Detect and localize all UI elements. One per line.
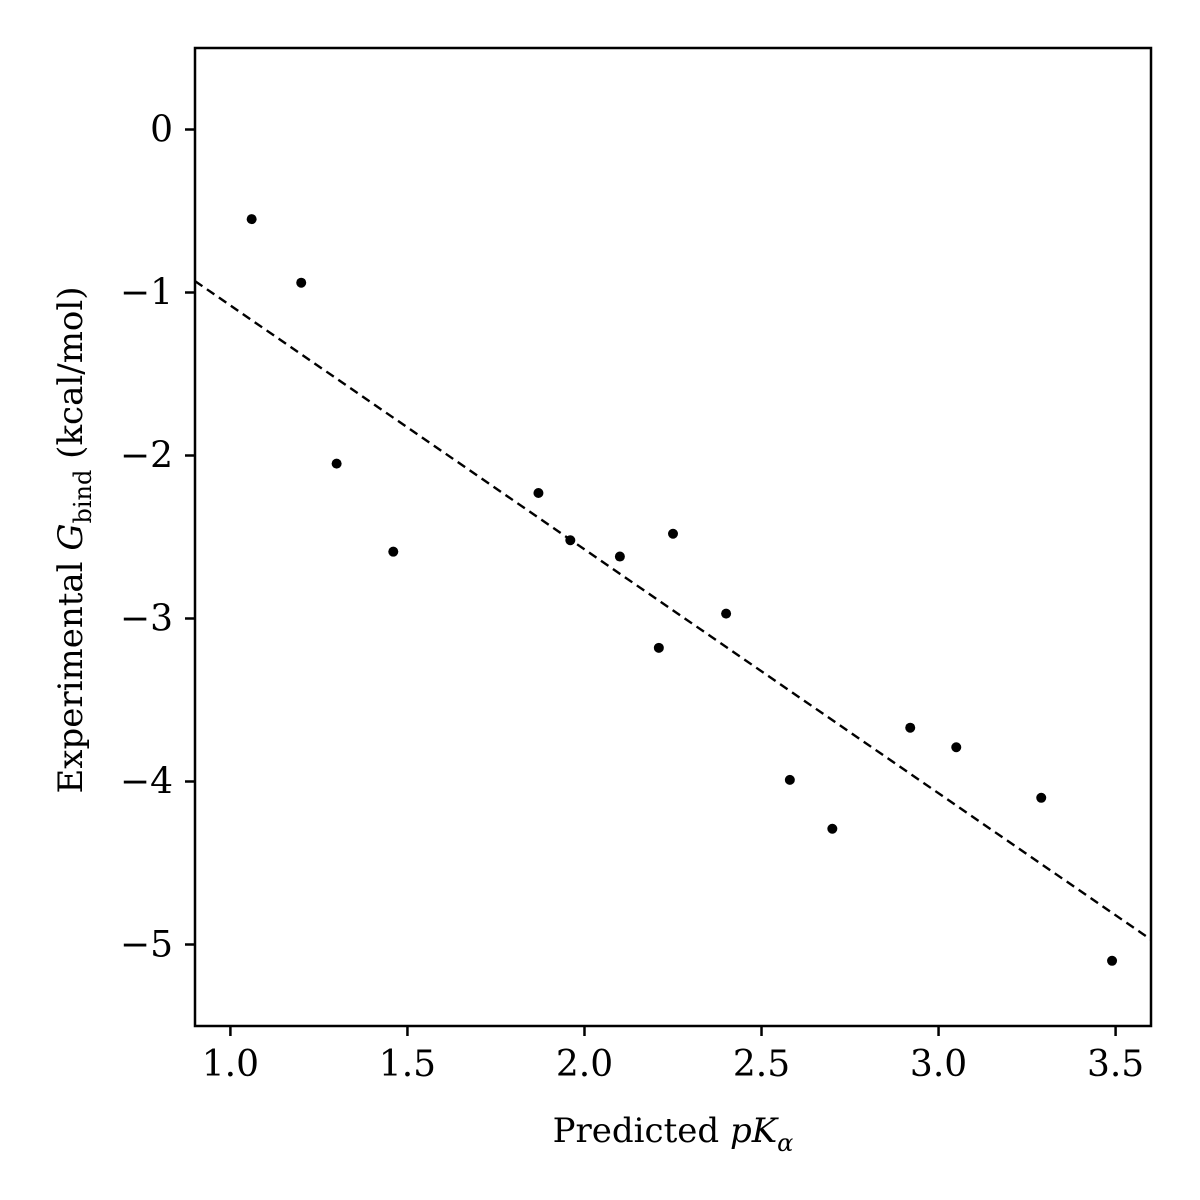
- data-point: [388, 546, 399, 557]
- y-tick-label: −4: [120, 762, 173, 803]
- x-axis-label: Predicted pKα: [553, 1111, 794, 1157]
- y-tick-label: −5: [120, 925, 173, 966]
- axes-frame: [193, 46, 1153, 1028]
- data-point: [1036, 792, 1047, 803]
- data-point: [565, 535, 576, 546]
- x-tick-label: 2.0: [556, 1044, 613, 1085]
- y-tick-label: −3: [120, 599, 173, 640]
- y-tick-label: 0: [150, 110, 173, 151]
- x-tick-label: 1.0: [202, 1044, 259, 1085]
- y-axis-label: Experimental Gbind (kcal/mol): [51, 286, 97, 793]
- data-point: [951, 742, 962, 753]
- data-point: [827, 823, 838, 834]
- data-points: [246, 214, 1118, 966]
- data-point: [296, 277, 307, 288]
- data-point: [1107, 955, 1118, 966]
- data-point: [653, 642, 664, 653]
- data-point: [784, 774, 795, 785]
- fit-line: [194, 280, 1152, 941]
- data-point: [246, 214, 257, 225]
- data-point: [668, 528, 678, 539]
- y-axis-ticks: 0 −1 −2 −3 −4 −5: [120, 110, 195, 966]
- data-point: [614, 551, 625, 562]
- y-tick-label: −1: [120, 273, 173, 314]
- x-tick-label: 1.5: [379, 1044, 436, 1085]
- data-point: [905, 722, 916, 733]
- x-axis-ticks: 1.0 1.5 2.0 2.5 3.0 3.5: [202, 1026, 1144, 1085]
- data-point: [331, 458, 342, 469]
- data-point: [721, 608, 732, 619]
- x-tick-label: 2.5: [733, 1044, 790, 1085]
- y-tick-label: −2: [120, 436, 173, 477]
- x-tick-label: 3.5: [1087, 1044, 1144, 1085]
- x-tick-label: 3.0: [910, 1044, 967, 1085]
- data-point: [533, 487, 544, 498]
